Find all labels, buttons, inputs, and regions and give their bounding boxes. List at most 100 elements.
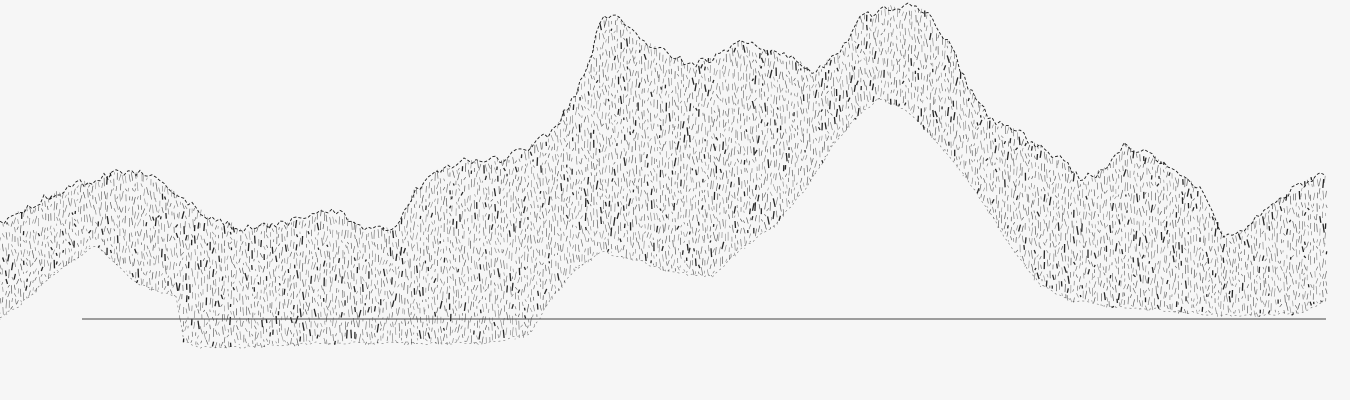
- hatch-stroke: [1079, 240, 1081, 244]
- hatch-stroke: [719, 98, 722, 101]
- hatch-stroke: [478, 163, 482, 171]
- hatch-stroke: [1, 257, 5, 263]
- hatch-stroke: [1034, 155, 1036, 159]
- hatch-stroke: [713, 68, 715, 76]
- hatch-stroke: [1079, 284, 1081, 290]
- hatch-stroke: [44, 227, 46, 233]
- hatch-stroke: [1003, 140, 1007, 145]
- hatch-stroke: [539, 177, 541, 187]
- hatch-stroke: [725, 170, 728, 179]
- hatch-stroke: [254, 301, 256, 308]
- hatch-stroke: [795, 62, 797, 71]
- hatch-stroke: [667, 260, 670, 265]
- hatch-stroke: [475, 295, 478, 302]
- hatch-stroke: [733, 215, 736, 218]
- hatch-stroke: [608, 50, 611, 58]
- hatch-stroke: [890, 32, 893, 37]
- hatch-stroke: [889, 48, 893, 55]
- hatch-stroke: [620, 222, 622, 232]
- hatch-stroke: [688, 79, 690, 88]
- hatch-stroke: [322, 223, 324, 230]
- hatch-stroke: [907, 88, 910, 94]
- hatch-stroke: [566, 177, 569, 182]
- hatch-stroke: [220, 304, 223, 307]
- hatch-stroke: [433, 296, 436, 306]
- hatch-stroke: [122, 228, 125, 234]
- hatch-stroke: [641, 248, 644, 254]
- hatch-stroke: [223, 225, 226, 234]
- hatch-stroke: [416, 302, 419, 309]
- hatch-stroke: [800, 107, 803, 115]
- hatch-stroke: [893, 51, 895, 59]
- hatch-stroke: [449, 212, 452, 217]
- hatch-stroke: [98, 207, 101, 217]
- hatch-stroke: [793, 119, 795, 123]
- hatch-stroke: [850, 75, 853, 84]
- hatch-stroke: [328, 251, 331, 260]
- hatch-stroke: [477, 213, 479, 221]
- hatch-stroke: [758, 111, 761, 119]
- hatch-stroke: [955, 77, 959, 86]
- hatch-stroke: [452, 183, 455, 186]
- hatch-stroke: [377, 288, 380, 297]
- hatch-stroke: [313, 320, 317, 327]
- hatch-stroke: [442, 318, 445, 324]
- hatch-stroke: [616, 69, 620, 73]
- hatch-stroke: [934, 87, 937, 95]
- hatch-stroke: [7, 243, 10, 250]
- hatch-stroke: [271, 258, 273, 262]
- hatch-stroke: [169, 222, 172, 228]
- hatch-stroke: [754, 75, 757, 85]
- hatch-stroke: [641, 166, 643, 171]
- hatch-stroke: [712, 180, 714, 190]
- hatch-stroke: [15, 298, 17, 305]
- hatch-stroke: [533, 235, 536, 244]
- hatch-stroke: [740, 238, 742, 247]
- hatch-stroke: [779, 203, 782, 212]
- hatch-stroke: [656, 204, 658, 208]
- hatch-stroke: [253, 235, 256, 244]
- hatch-stroke: [821, 91, 823, 96]
- hatch-stroke: [541, 211, 545, 219]
- hatch-stroke: [322, 328, 325, 333]
- hatch-stroke: [314, 274, 316, 282]
- hatch-stroke: [85, 246, 88, 250]
- hatch-stroke: [668, 224, 670, 230]
- hatch-stroke: [619, 238, 622, 243]
- hatch-stroke: [192, 219, 194, 228]
- hatch-stroke: [427, 210, 429, 217]
- hatch-stroke: [632, 252, 634, 256]
- hatch-stroke: [1093, 275, 1095, 279]
- hatch-stroke: [710, 275, 713, 277]
- hatch-stroke: [286, 327, 289, 337]
- hatch-stroke: [707, 269, 709, 276]
- hatch-stroke: [590, 203, 592, 207]
- hatch-stroke: [1013, 181, 1016, 188]
- hatch-stroke: [328, 299, 332, 308]
- hatch-stroke: [443, 257, 446, 263]
- hatch-stroke: [983, 195, 985, 201]
- hatch-stroke: [1072, 289, 1074, 292]
- hatch-stroke: [1024, 153, 1028, 159]
- hatch-stroke: [1057, 271, 1060, 277]
- hatch-stroke: [880, 32, 883, 36]
- hatch-stroke: [113, 228, 116, 232]
- hatch-stroke: [623, 257, 625, 259]
- hatch-stroke: [1084, 240, 1087, 248]
- hatch-stroke: [926, 96, 929, 100]
- hatch-stroke: [100, 216, 104, 226]
- hatch-stroke: [645, 154, 649, 159]
- hatch-stroke: [628, 142, 630, 150]
- hatch-stroke: [505, 213, 508, 219]
- hatch-stroke: [628, 98, 631, 107]
- hatch-stroke: [77, 192, 79, 195]
- hatch-stroke: [497, 237, 500, 243]
- hatch-stroke: [654, 136, 656, 145]
- hatch-stroke: [887, 32, 890, 42]
- hatch-stroke: [29, 272, 31, 277]
- hatch-stroke: [805, 108, 808, 114]
- hatch-stroke: [644, 129, 646, 139]
- hatch-stroke: [702, 223, 704, 231]
- hatch-stroke: [95, 221, 98, 225]
- hatch-stroke: [144, 198, 146, 205]
